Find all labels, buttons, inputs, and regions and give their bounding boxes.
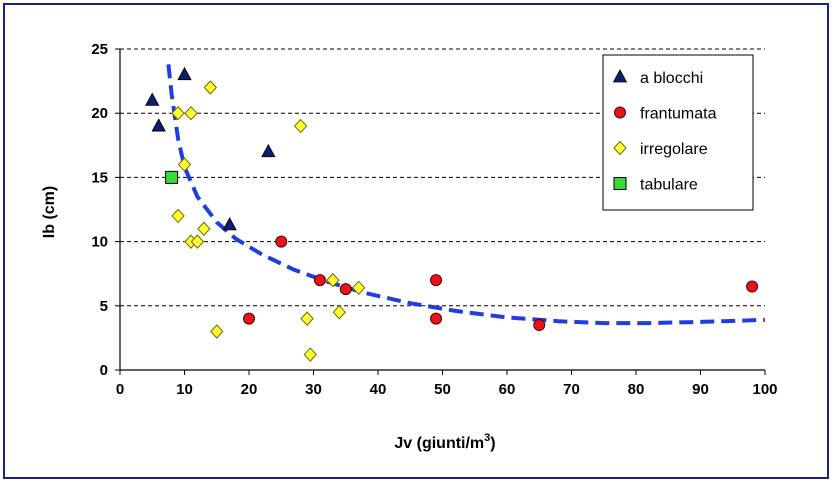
x-tick-label: 50	[434, 381, 451, 398]
point-triangle	[177, 66, 192, 81]
point-diamond	[326, 272, 340, 288]
legend: a blocchi frantumata irregolare tabulare	[602, 54, 754, 211]
point-circle	[339, 283, 352, 296]
point-diamond	[332, 304, 346, 320]
point-diamond	[303, 347, 317, 362]
axes	[115, 48, 766, 375]
point-triangle	[145, 92, 160, 106]
point-circle	[243, 312, 255, 325]
x-tick-label: 0	[116, 381, 124, 398]
point-diamond	[197, 221, 211, 236]
point-triangle	[261, 143, 276, 158]
point-diamond	[171, 105, 185, 121]
legend-box	[602, 54, 754, 211]
y-axis-title: Ib (cm)	[41, 186, 58, 238]
point-circle	[430, 312, 443, 325]
point-triangle	[222, 217, 237, 231]
point-circle	[275, 235, 288, 248]
x-tick-label: 60	[499, 381, 516, 398]
point-diamond	[351, 280, 366, 296]
point-diamond	[184, 105, 198, 121]
y-tick-label: 15	[91, 169, 108, 186]
legend-marker-circle	[614, 106, 626, 119]
y-tick-label: 0	[100, 362, 108, 379]
x-tick-label: 40	[370, 381, 387, 398]
y-tick-label: 10	[91, 234, 108, 251]
y-tick-label: 20	[91, 105, 108, 122]
legend-items: a blocchi frantumata irregolare tabulare	[612, 69, 717, 194]
point-diamond	[171, 208, 185, 224]
x-axis-title: Jv (giunti/m3)	[394, 432, 495, 452]
legend-label: tabulare	[640, 177, 698, 194]
legend-label: frantumata	[640, 106, 717, 123]
x-tick-label: 90	[692, 381, 709, 398]
x-tick-label: 100	[752, 381, 777, 398]
grid-lines	[120, 48, 765, 307]
legend-marker-triangle	[612, 69, 628, 83]
point-diamond	[203, 80, 217, 95]
point-circle	[533, 319, 546, 332]
point-square	[165, 170, 179, 184]
point-circle	[430, 274, 443, 287]
y-tick-label: 5	[100, 298, 108, 315]
x-tick-label: 30	[305, 381, 322, 398]
point-triangle	[151, 118, 166, 132]
point-diamond	[210, 324, 224, 339]
legend-marker-diamond	[613, 140, 627, 156]
legend-label: irregolare	[640, 141, 708, 158]
x-tick-label: 10	[176, 381, 193, 398]
point-circle	[746, 280, 759, 293]
point-diamond	[293, 118, 308, 134]
tick-labels: 0 5 10 15 20 25 0 10 20 30 40 50 60 70 80 90 100	[91, 41, 777, 398]
x-tick-label: 80	[628, 381, 645, 398]
point-diamond	[177, 157, 192, 172]
point-diamond	[190, 234, 205, 249]
legend-marker-square	[613, 177, 627, 190]
data-points	[145, 66, 759, 362]
trendline-layer	[166, 64, 766, 326]
trendline	[166, 64, 766, 326]
point-circle	[313, 274, 326, 287]
point-diamond	[300, 311, 314, 326]
x-tick-label: 70	[563, 381, 580, 398]
x-tick-label: 20	[241, 381, 258, 398]
legend-label: a blocchi	[640, 70, 703, 87]
y-tick-label: 25	[91, 41, 108, 58]
